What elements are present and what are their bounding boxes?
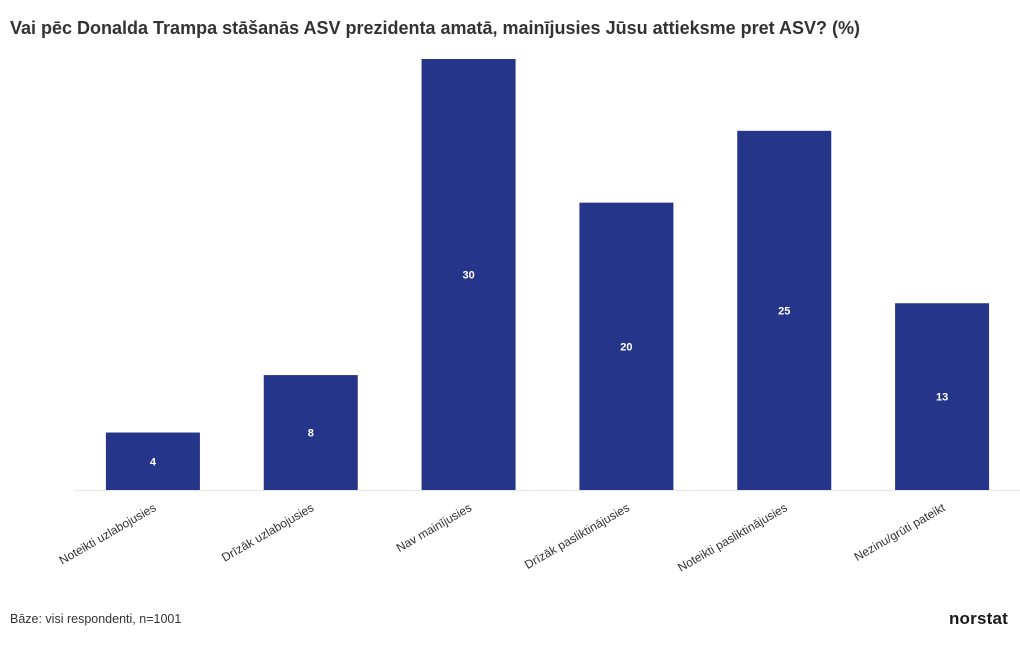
x-tick-label: Drīzāk uzlabojusies <box>219 500 316 564</box>
x-tick-label: Nezinu/grūti pateikt <box>852 500 949 564</box>
bar-value-label: 30 <box>462 270 474 282</box>
norstat-logo: norstat <box>948 609 1008 628</box>
bar-4 <box>579 202 674 490</box>
x-tick-label: Noteikti pasliktinājusies <box>675 500 789 574</box>
bar-value-label: 25 <box>778 305 790 317</box>
bar-3 <box>421 59 516 490</box>
bar-value-label: 20 <box>620 341 632 353</box>
bar-value-label: 8 <box>308 428 314 440</box>
x-tick-label: Noteikti uzlabojusies <box>57 500 159 567</box>
x-tick-labels: Noteikti uzlabojusies Drīzāk uzlabojusies… <box>57 500 948 574</box>
bars-layer: 4 8 30 20 25 13 <box>105 59 990 491</box>
x-tick-label: Nav mainījusies <box>394 500 474 554</box>
bar-5 <box>737 130 832 491</box>
x-tick-label: Drīzāk pasliktinājusies <box>522 500 632 571</box>
bar-2 <box>263 375 358 490</box>
chart-title: Vai pēc Donalda Trampa stāšanās ASV prez… <box>10 18 860 38</box>
bar-6 <box>895 303 990 490</box>
bar-value-label: 13 <box>936 392 948 404</box>
base-note: Bāze: visi respondenti, n=1001 <box>10 612 182 626</box>
bar-value-label: 4 <box>150 456 157 468</box>
bar-1 <box>105 432 200 490</box>
